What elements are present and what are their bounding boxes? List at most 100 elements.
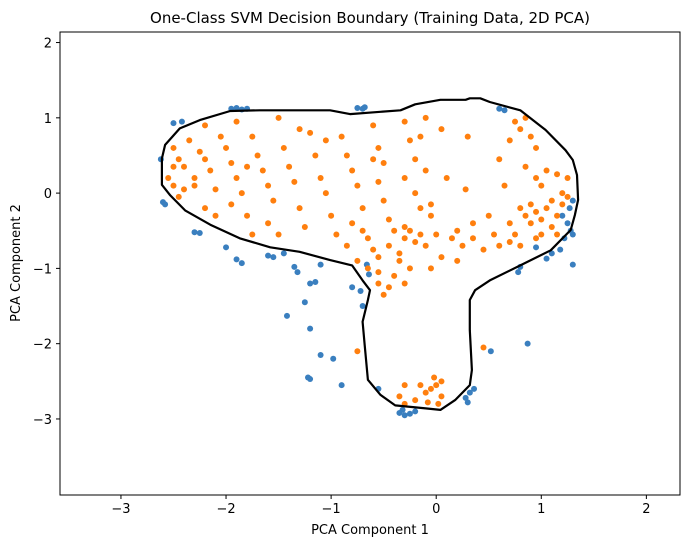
data-point-series-0 bbox=[466, 389, 473, 396]
x-tick-label: 2 bbox=[642, 502, 650, 517]
data-point-series-1 bbox=[202, 205, 209, 212]
data-point-series-1 bbox=[533, 208, 540, 215]
data-point-series-0 bbox=[496, 105, 503, 112]
data-point-series-1 bbox=[312, 152, 319, 159]
data-point-series-1 bbox=[212, 212, 219, 219]
data-point-series-1 bbox=[301, 223, 308, 230]
data-point-series-1 bbox=[506, 137, 513, 144]
data-point-series-1 bbox=[480, 344, 487, 351]
data-point-series-0 bbox=[349, 284, 356, 291]
data-point-series-0 bbox=[464, 399, 471, 406]
data-point-series-1 bbox=[548, 197, 555, 204]
data-point-series-0 bbox=[307, 280, 314, 287]
data-point-series-1 bbox=[517, 205, 524, 212]
data-point-series-1 bbox=[506, 220, 513, 227]
data-point-series-1 bbox=[462, 186, 469, 193]
data-point-series-1 bbox=[343, 152, 350, 159]
data-point-series-1 bbox=[391, 272, 398, 279]
data-point-series-1 bbox=[191, 175, 198, 182]
data-point-series-1 bbox=[435, 400, 442, 407]
data-point-series-1 bbox=[454, 227, 461, 234]
data-point-series-1 bbox=[259, 167, 266, 174]
data-point-series-0 bbox=[233, 256, 240, 263]
data-point-series-1 bbox=[265, 182, 272, 189]
data-point-series-1 bbox=[364, 265, 371, 272]
data-point-series-1 bbox=[412, 156, 419, 163]
data-point-series-1 bbox=[228, 159, 235, 166]
data-point-series-1 bbox=[554, 231, 561, 238]
data-point-series-1 bbox=[212, 186, 219, 193]
data-point-series-0 bbox=[301, 299, 308, 306]
data-point-series-1 bbox=[181, 163, 187, 170]
data-point-series-1 bbox=[454, 257, 461, 264]
y-axis-label: PCA Component 2 bbox=[9, 204, 24, 322]
data-point-series-1 bbox=[406, 265, 413, 272]
data-point-series-0 bbox=[223, 244, 230, 251]
chart-title: One-Class SVM Decision Boundary (Trainin… bbox=[150, 9, 590, 27]
data-point-series-0 bbox=[191, 229, 198, 236]
data-point-series-1 bbox=[469, 235, 476, 242]
data-point-series-1 bbox=[480, 246, 487, 253]
x-tick-label: −1 bbox=[322, 502, 341, 517]
data-point-series-1 bbox=[375, 178, 382, 185]
data-point-series-1 bbox=[175, 156, 182, 163]
data-point-series-1 bbox=[401, 280, 408, 287]
x-tick-label: 0 bbox=[432, 502, 440, 517]
data-point-series-0 bbox=[178, 118, 185, 125]
data-point-series-0 bbox=[462, 394, 469, 401]
data-point-series-1 bbox=[286, 163, 293, 170]
data-point-series-0 bbox=[406, 410, 413, 417]
data-point-series-0 bbox=[265, 252, 272, 259]
data-point-series-1 bbox=[533, 175, 540, 182]
data-point-series-1 bbox=[322, 137, 329, 144]
data-point-series-1 bbox=[244, 163, 251, 170]
data-point-series-1 bbox=[469, 220, 476, 227]
data-point-series-1 bbox=[406, 137, 413, 144]
data-point-series-1 bbox=[370, 156, 377, 163]
data-point-series-1 bbox=[406, 227, 413, 234]
data-point-series-1 bbox=[543, 205, 550, 212]
data-point-series-1 bbox=[254, 152, 261, 159]
data-point-series-1 bbox=[424, 399, 431, 406]
data-point-series-1 bbox=[401, 235, 408, 242]
data-point-series-1 bbox=[396, 257, 403, 264]
data-point-series-1 bbox=[438, 126, 445, 133]
data-point-series-0 bbox=[361, 104, 368, 111]
data-point-series-0 bbox=[307, 376, 314, 383]
data-point-series-1 bbox=[333, 231, 340, 238]
data-point-series-0 bbox=[569, 231, 576, 238]
data-point-series-0 bbox=[569, 261, 576, 268]
data-point-series-1 bbox=[533, 235, 540, 242]
data-point-series-1 bbox=[401, 118, 408, 125]
data-point-series-1 bbox=[564, 175, 571, 182]
data-point-series-1 bbox=[207, 167, 214, 174]
data-point-series-1 bbox=[233, 118, 240, 125]
data-point-series-1 bbox=[559, 190, 566, 197]
data-point-series-1 bbox=[270, 197, 277, 204]
data-point-series-1 bbox=[491, 231, 497, 238]
data-point-series-1 bbox=[554, 171, 561, 178]
data-point-series-0 bbox=[548, 250, 555, 257]
data-point-series-1 bbox=[296, 126, 303, 133]
data-point-series-0 bbox=[330, 355, 337, 362]
data-point-series-1 bbox=[170, 182, 177, 189]
data-point-series-0 bbox=[524, 340, 531, 347]
data-point-series-1 bbox=[191, 182, 198, 189]
data-point-series-1 bbox=[417, 133, 424, 140]
data-point-series-1 bbox=[438, 254, 445, 261]
data-point-series-1 bbox=[370, 246, 377, 253]
data-point-series-1 bbox=[196, 148, 203, 155]
data-point-series-1 bbox=[375, 269, 382, 276]
data-point-series-1 bbox=[385, 216, 392, 223]
data-point-series-1 bbox=[512, 231, 519, 238]
data-point-series-1 bbox=[380, 291, 387, 298]
data-point-series-1 bbox=[512, 118, 519, 125]
data-point-series-1 bbox=[431, 374, 438, 381]
data-point-series-1 bbox=[391, 227, 398, 234]
data-point-series-1 bbox=[564, 193, 571, 200]
data-point-series-1 bbox=[438, 393, 445, 400]
data-point-series-0 bbox=[280, 250, 287, 257]
y-tick-label: −2 bbox=[33, 338, 52, 353]
data-point-series-1 bbox=[533, 144, 540, 151]
